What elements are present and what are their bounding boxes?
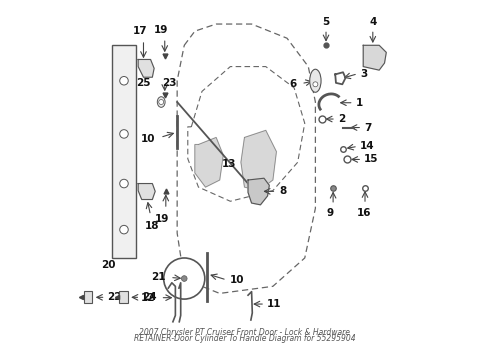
Text: 22: 22 [107,292,121,302]
Text: 24: 24 [142,292,156,302]
Text: 12: 12 [141,293,155,303]
Text: 20: 20 [101,260,115,270]
Text: 18: 18 [145,221,159,231]
Text: 11: 11 [266,299,281,309]
Text: 15: 15 [364,154,378,165]
Text: 10: 10 [141,134,155,144]
Text: 2007 Chrysler PT Cruiser Front Door - Lock & Hardware: 2007 Chrysler PT Cruiser Front Door - Lo… [139,328,349,337]
Text: 19: 19 [155,214,169,224]
Circle shape [120,77,128,85]
Text: 19: 19 [154,25,168,35]
Text: 13: 13 [221,159,236,169]
Text: 17: 17 [132,26,147,36]
Bar [111,45,136,258]
Circle shape [120,179,128,188]
Circle shape [120,130,128,138]
Text: 8: 8 [278,186,285,196]
Text: 23: 23 [162,77,176,87]
Text: 1: 1 [355,98,362,108]
Text: 25: 25 [136,77,150,87]
Circle shape [181,276,187,282]
Circle shape [312,82,317,87]
Polygon shape [195,138,223,187]
FancyBboxPatch shape [84,291,92,303]
Polygon shape [363,45,386,70]
Polygon shape [138,59,154,77]
Text: RETAINER-Door Cylinder To Handle Diagram for 55295904: RETAINER-Door Cylinder To Handle Diagram… [133,334,355,343]
Circle shape [159,100,163,104]
Text: 9: 9 [325,208,332,219]
Polygon shape [247,178,269,205]
Polygon shape [138,184,155,199]
Circle shape [120,225,128,234]
Text: 21: 21 [151,273,165,283]
Text: 7: 7 [364,122,371,132]
Text: 6: 6 [289,78,296,89]
FancyBboxPatch shape [119,291,128,303]
Ellipse shape [157,97,165,107]
Text: 3: 3 [359,69,366,79]
Text: 14: 14 [359,141,374,151]
Ellipse shape [309,69,321,92]
Text: 16: 16 [356,208,371,219]
Text: 5: 5 [322,17,329,27]
Polygon shape [241,130,276,191]
Text: 10: 10 [229,275,244,285]
Text: 4: 4 [368,17,376,27]
Text: 2: 2 [337,114,345,124]
Circle shape [163,258,204,299]
